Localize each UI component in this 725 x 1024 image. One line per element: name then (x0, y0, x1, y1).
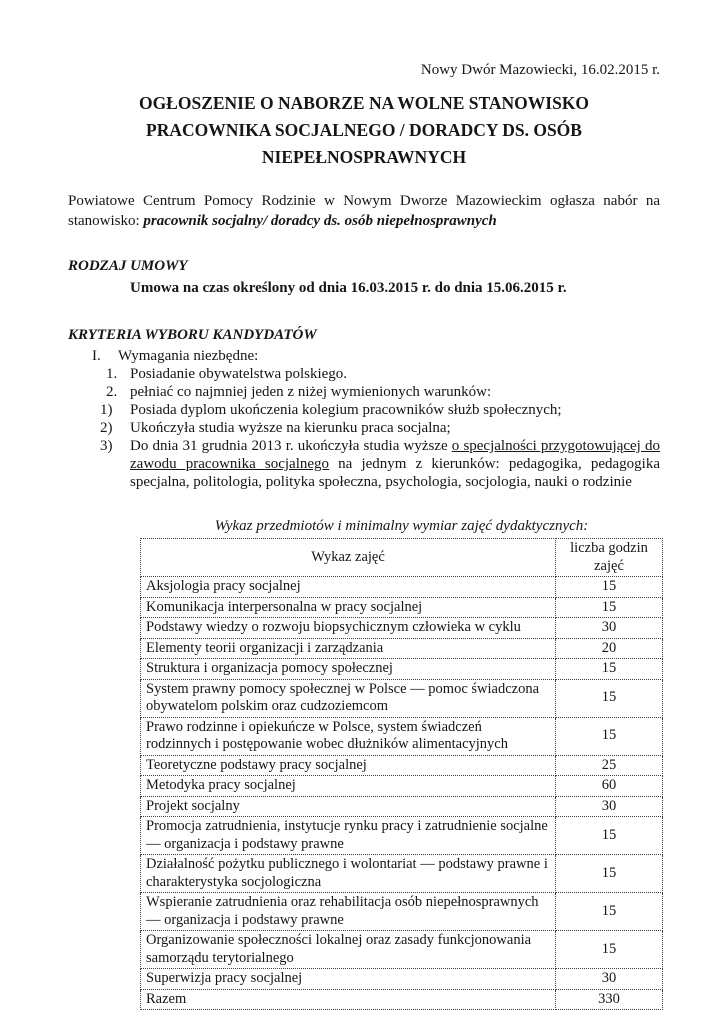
table-row: Teoretyczne podstawy pracy socjalnej 25 (140, 754, 663, 776)
hours-cell: 60 (555, 775, 663, 797)
subjects-table-block: Wykaz przedmiotów i minimalny wymiar zaj… (140, 517, 663, 1010)
intro-text: Powiatowe Centrum Pomocy Rodzinie w Nowy… (68, 193, 660, 229)
table-row: Elementy teorii organizacji i zarządzani… (140, 637, 663, 659)
hours-column-header: liczba godzin zajęć (555, 538, 663, 577)
list-text: Posiadanie obywatelstwa polskiego. (130, 366, 348, 382)
list-marker: I. (92, 348, 101, 364)
list-text: Do dnia 31 grudnia 2013 r. ukończyła stu… (130, 437, 660, 491)
hours-cell: 15 (555, 596, 663, 618)
table-row: Prawo rodzinne i opiekuńcze w Polsce, sy… (140, 716, 663, 756)
subject-cell: Teoretyczne podstawy pracy socjalnej (140, 754, 556, 776)
list-marker: 2. (106, 384, 118, 400)
table-row: System prawny pomocy społecznej w Polsce… (140, 678, 663, 718)
list-text: pełniać co najmniej jeden z niżej wymien… (130, 384, 492, 400)
subject-cell: Wspieranie zatrudnienia oraz rehabilitac… (140, 892, 556, 931)
title-line-2: PRACOWNIKA SOCJALNEGO / DORADCY DS. OSÓB (146, 120, 582, 140)
hours-cell: 15 (555, 930, 663, 969)
intro-position-emphasis: pracownik socjalny/ doradcy ds. osób nie… (143, 213, 497, 229)
subject-cell: Superwizja pracy socjalnej (140, 968, 556, 990)
subject-cell: Elementy teorii organizacji i zarządzani… (140, 637, 556, 659)
subject-cell: Projekt socjalny (140, 795, 556, 817)
table-row: Podstawy wiedzy o rozwoju biopsychicznym… (140, 617, 663, 639)
hours-cell: 30 (555, 968, 663, 990)
subjects-table: Wykaz zajęć liczba godzin zajęć Aksjolog… (140, 538, 663, 1010)
table-row: Razem 330 (140, 988, 663, 1010)
table-row: Superwizja pracy socjalnej 30 (140, 968, 663, 990)
condition-item-3: 3) Do dnia 31 grudnia 2013 r. ukończyła … (100, 437, 660, 491)
document-title: OGŁOSZENIE O NABORZE NA WOLNE STANOWISKO… (68, 90, 660, 171)
hours-cell: 15 (555, 716, 663, 756)
hours-cell: 15 (555, 576, 663, 598)
date-line: Nowy Dwór Mazowiecki, 16.02.2015 r. (420, 62, 660, 78)
list-marker: 2) (100, 420, 113, 436)
table-row: Wspieranie zatrudnienia oraz rehabilitac… (140, 892, 663, 931)
hours-cell: 15 (555, 854, 663, 893)
list-text: Posiada dyplom ukończenia kolegium praco… (130, 402, 562, 418)
hours-cell: 30 (555, 795, 663, 817)
condition-3-before: Do dnia 31 grudnia 2013 r. ukończyła stu… (130, 438, 452, 454)
condition-3-underlined: o specjalności przygotowującej do zawodu… (130, 438, 660, 472)
subject-cell: Razem (140, 988, 556, 1010)
subject-column-header: Wykaz zajęć (140, 538, 556, 577)
table-row: Komunikacja interpersonalna w pracy socj… (140, 596, 663, 618)
list-item-1: 1. Posiadanie obywatelstwa polskiego. (106, 365, 660, 383)
hours-cell: 15 (555, 816, 663, 855)
contract-period-text: Umowa na czas określony od dnia 16.03.20… (130, 280, 567, 296)
table-header-row: Wykaz zajęć liczba godzin zajęć (140, 538, 663, 577)
hours-cell: 15 (555, 678, 663, 718)
table-row: Projekt socjalny 30 (140, 795, 663, 817)
subjects-table-body: Aksjologia pracy socjalnej 15 Komunikacja … (140, 576, 663, 1010)
subject-cell: Organizowanie społeczności lokalnej oraz… (140, 930, 556, 969)
subject-cell: Struktura i organizacja pomocy społeczne… (140, 658, 556, 680)
criteria-heading: KRYTERIA WYBORU KANDYDATÓW (68, 327, 317, 343)
list-text: Wymagania niezbędne: (118, 348, 259, 364)
condition-3-after: na jednym z kierunków: pedagogika, pedag… (130, 456, 660, 490)
contract-type-heading: RODZAJ UMOWY (68, 258, 188, 274)
table-row: Promocja zatrudnienia, instytucje rynku … (140, 816, 663, 855)
table-row: Organizowanie społeczności lokalnej oraz… (140, 930, 663, 969)
condition-item-2: 2) Ukończyła studia wyższe na kierunku p… (100, 419, 660, 437)
subject-cell: Podstawy wiedzy o rozwoju biopsychicznym… (140, 617, 556, 639)
subject-cell: Prawo rodzinne i opiekuńcze w Polsce, sy… (140, 716, 556, 756)
subject-cell: System prawny pomocy społecznej w Polsce… (140, 678, 556, 718)
table-row: Metodyka pracy socjalnej 60 (140, 775, 663, 797)
subject-cell: Promocja zatrudnienia, instytucje rynku … (140, 816, 556, 855)
hours-cell: 15 (555, 892, 663, 931)
hours-cell: 20 (555, 637, 663, 659)
subject-cell: Metodyka pracy socjalnej (140, 775, 556, 797)
table-row: Aksjologia pracy socjalnej 15 (140, 576, 663, 598)
list-marker: 1) (100, 402, 113, 418)
subjects-table-head: Wykaz zajęć liczba godzin zajęć (140, 538, 663, 577)
table-caption: Wykaz przedmiotów i minimalny wymiar zaj… (214, 518, 589, 534)
subject-cell: Komunikacja interpersonalna w pracy socj… (140, 596, 556, 618)
title-line-3: NIEPEŁNOSPRAWNYCH (261, 147, 467, 167)
list-item-roman-1: I. Wymagania niezbędne: (92, 347, 660, 365)
intro-paragraph: Powiatowe Centrum Pomocy Rodzinie w Nowy… (68, 191, 660, 231)
list-marker: 1. (106, 366, 118, 382)
hours-cell: 25 (555, 754, 663, 776)
hours-cell: 330 (555, 988, 663, 1010)
table-row: Działalność pożytku publicznego i wolont… (140, 854, 663, 893)
title-line-1: OGŁOSZENIE O NABORZE NA WOLNE STANOWISKO (138, 93, 590, 113)
table-row: Struktura i organizacja pomocy społeczne… (140, 658, 663, 680)
hours-cell: 15 (555, 658, 663, 680)
condition-item-1: 1) Posiada dyplom ukończenia kolegium pr… (100, 401, 660, 419)
list-marker: 3) (100, 438, 113, 454)
list-text: Ukończyła studia wyższe na kierunku prac… (130, 420, 451, 436)
subject-cell: Działalność pożytku publicznego i wolont… (140, 854, 556, 893)
list-item-2: 2. pełniać co najmniej jeden z niżej wym… (106, 383, 660, 401)
hours-cell: 30 (555, 617, 663, 639)
subject-cell: Aksjologia pracy socjalnej (140, 576, 556, 598)
